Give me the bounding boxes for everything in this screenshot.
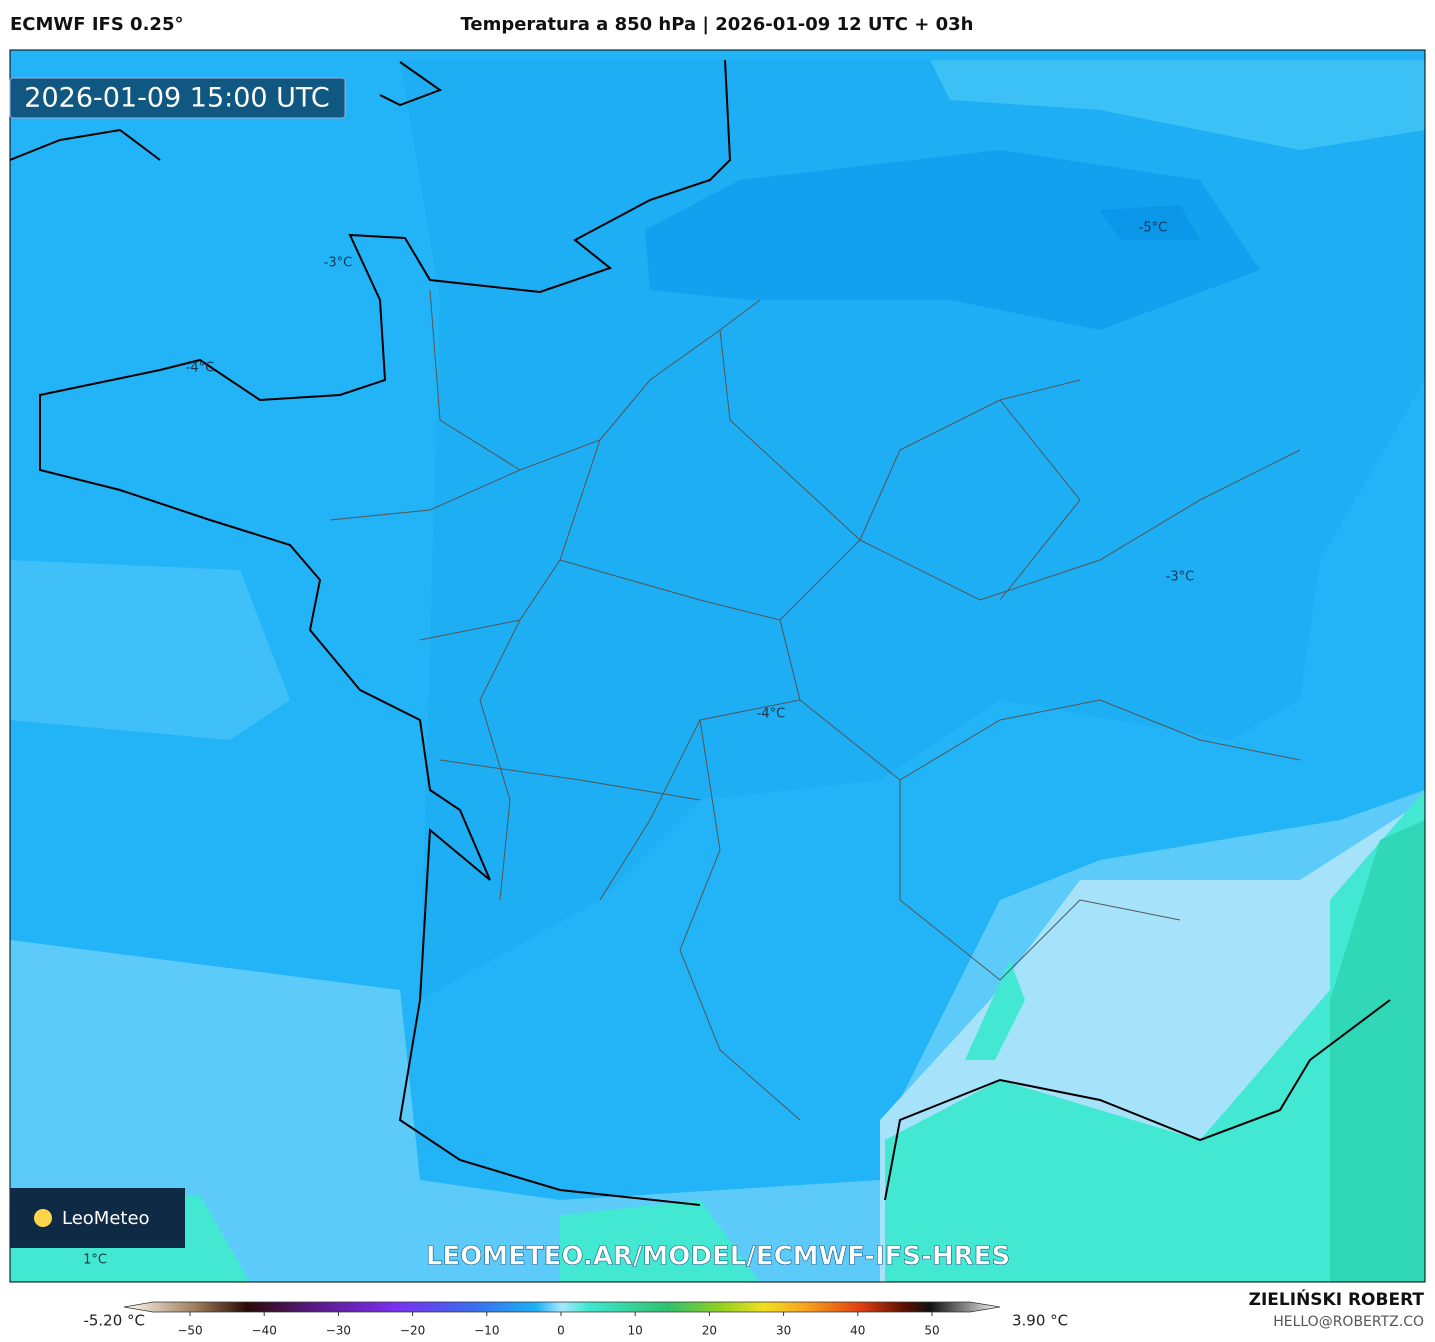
contour-label: -4°C (757, 707, 786, 722)
zone (965, 960, 1025, 1060)
author: ZIELIŃSKI ROBERT (1249, 1288, 1425, 1310)
contour-label: 1°C (83, 1253, 107, 1268)
model-name: ECMWF IFS 0.25° (10, 14, 183, 35)
colorbar-tick-label: 40 (850, 1324, 865, 1338)
zone (1100, 205, 1200, 240)
colorbar-tick-label: 20 (702, 1324, 717, 1338)
logo-text: LeoMeteo (62, 1208, 150, 1229)
colorbar-tick-label: −40 (252, 1324, 277, 1338)
colorbar-max: 3.90 °C (1012, 1312, 1068, 1330)
colorbar-tick-label: −10 (474, 1324, 499, 1338)
email: HELLO@ROBERTZ.CO (1273, 1314, 1424, 1330)
contour-labels: -3°C -4°C -5°C -3°C -4°C 1°C (83, 221, 1194, 1268)
logo-sun (34, 1209, 52, 1227)
colorbar-ticks: −50 −40 −30 −20 −10 0 10 20 30 40 50 (177, 1312, 940, 1338)
watermark: LEOMETEO.AR/MODEL/ECMWF-IFS-HRES (426, 1242, 1010, 1272)
colorbar (123, 1301, 1001, 1313)
colorbar-tick-label: 50 (924, 1324, 939, 1338)
colorbar-tick-label: 10 (628, 1324, 643, 1338)
contour-label: -3°C (1166, 570, 1195, 585)
zone (560, 1200, 760, 1282)
colorbar-min: -5.20 °C (83, 1312, 145, 1330)
zone (645, 150, 1260, 330)
map (10, 50, 1425, 1282)
map-frame (9, 49, 1426, 1283)
contour-label: -5°C (1139, 221, 1168, 236)
coastline (10, 59, 1391, 1206)
colorbar-tick-label: −30 (326, 1324, 351, 1338)
colorbar-tick-label: 30 (776, 1324, 791, 1338)
colorbar-tick-label: −50 (177, 1324, 202, 1338)
zone (930, 60, 1425, 150)
contour-label: -4°C (186, 361, 215, 376)
zone (1330, 820, 1425, 1282)
colorbar-tick-label: −20 (400, 1324, 425, 1338)
borders (329, 289, 1301, 1121)
contour-label: -3°C (324, 256, 353, 271)
timestamp-box (9, 77, 346, 119)
zone (885, 790, 1425, 1282)
zone (10, 560, 290, 740)
map-title: Temperatura a 850 hPa | 2026-01-09 12 UT… (460, 14, 973, 35)
colorbar-tick-label: 0 (557, 1324, 565, 1338)
timestamp: 2026-01-09 15:00 UTC (24, 83, 329, 114)
